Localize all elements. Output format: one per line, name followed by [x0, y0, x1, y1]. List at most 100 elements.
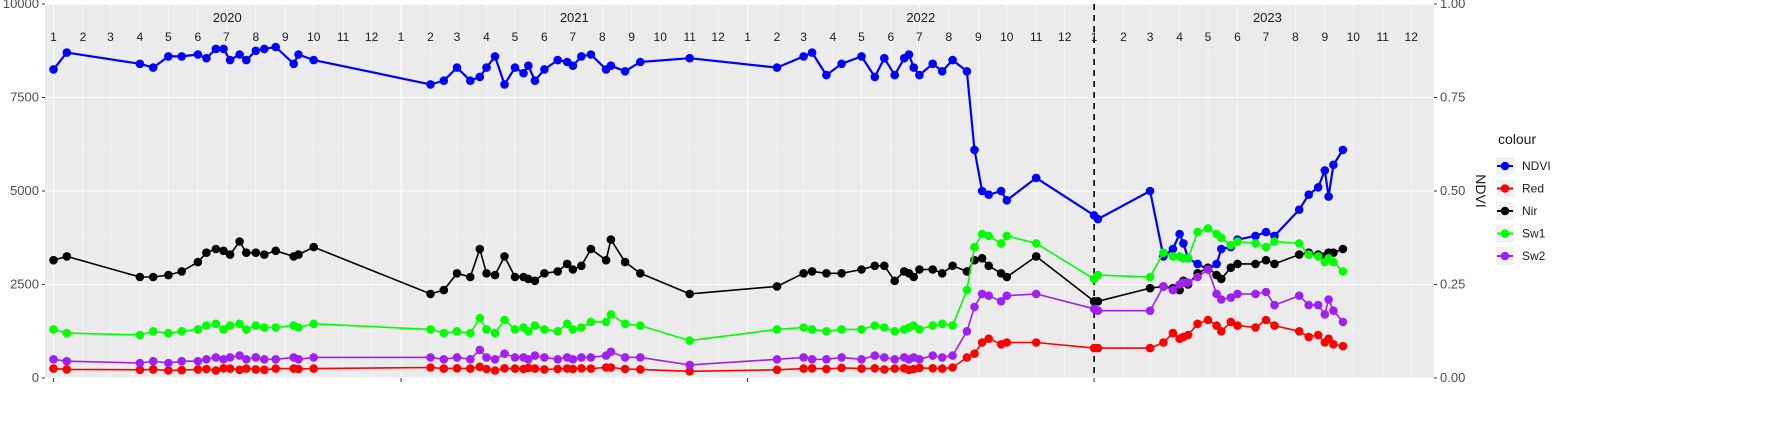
month-label: 7	[1263, 30, 1270, 44]
data-point-ndvi	[1324, 192, 1333, 201]
data-point-nir	[1217, 274, 1226, 284]
month-label: 4	[483, 30, 490, 44]
data-point-nir	[251, 248, 261, 257]
year-label-2020: 2020	[213, 10, 242, 25]
data-point-ndvi	[996, 186, 1006, 196]
data-point-sw1	[219, 325, 228, 334]
data-point-red	[928, 364, 937, 373]
data-point-sw1	[977, 229, 987, 239]
data-point-red	[211, 366, 221, 375]
data-point-sw2	[164, 358, 173, 368]
legend-item-sw2: Sw2	[1496, 247, 1546, 265]
data-point-sw1	[915, 325, 924, 334]
legend-label-ndvi: NDVI	[1522, 159, 1551, 173]
data-point-red	[880, 365, 889, 374]
data-point-ndvi	[211, 44, 221, 54]
data-point-sw2	[309, 353, 319, 362]
data-point-ndvi	[62, 48, 72, 57]
data-point-nir	[636, 269, 645, 278]
data-point-red	[620, 364, 630, 374]
data-point-red	[510, 364, 520, 373]
data-point-ndvi	[225, 55, 235, 65]
data-point-sw2	[148, 356, 158, 366]
data-point-sw1	[799, 323, 808, 332]
month-label: 4	[830, 30, 837, 44]
data-point-ndvi	[519, 68, 528, 78]
series-red	[49, 315, 1348, 376]
data-point-nir	[553, 267, 562, 276]
data-point-sw1	[294, 323, 303, 332]
data-point-sw2	[1031, 289, 1041, 299]
data-point-ndvi	[928, 59, 937, 69]
data-point-nir	[62, 252, 72, 261]
data-point-sw2	[636, 353, 645, 362]
y-left-tick-label: 0	[32, 370, 39, 385]
data-point-sw1	[251, 321, 261, 330]
data-point-sw2	[1183, 278, 1193, 287]
data-point-sw1	[1338, 267, 1348, 276]
data-point-red	[1226, 317, 1236, 327]
legend-key-point-sw2	[1500, 251, 1510, 261]
data-point-sw1	[1329, 257, 1338, 267]
month-label: 2	[80, 30, 87, 44]
data-point-nir	[807, 267, 817, 276]
legend-label-nir: Nir	[1522, 204, 1537, 218]
data-point-sw1	[870, 321, 880, 330]
data-point-ndvi	[500, 80, 509, 89]
data-point-sw1	[948, 321, 957, 330]
data-point-sw1	[452, 327, 462, 336]
data-point-nir	[890, 276, 899, 286]
data-point-ndvi	[553, 55, 562, 65]
data-point-ndvi	[1313, 183, 1323, 192]
data-point-sw2	[242, 355, 251, 364]
grid-lines	[45, 3, 1434, 379]
data-point-sw1	[260, 323, 269, 332]
data-point-red	[540, 365, 549, 374]
data-point-sw1	[1304, 250, 1313, 259]
data-point-ndvi	[977, 186, 987, 196]
data-point-sw1	[1093, 270, 1103, 280]
data-point-ndvi	[193, 50, 203, 59]
data-point-ndvi	[202, 53, 211, 63]
data-point-red	[271, 364, 281, 373]
month-label: 1	[50, 30, 57, 44]
data-point-red	[62, 365, 72, 374]
data-point-sw2	[915, 355, 924, 364]
data-point-red	[219, 364, 228, 373]
data-point-sw2	[1203, 265, 1213, 274]
data-point-sw2	[135, 358, 145, 368]
data-point-ndvi	[475, 72, 485, 82]
data-point-sw1	[466, 328, 475, 338]
data-point-red	[685, 367, 694, 376]
month-label: 4	[1176, 30, 1183, 44]
data-point-sw1	[530, 321, 540, 330]
month-label: 12	[711, 30, 725, 44]
data-point-sw2	[510, 353, 520, 362]
data-point-sw2	[857, 355, 866, 364]
data-point-red	[452, 364, 462, 373]
data-point-sw1	[1270, 237, 1279, 246]
data-point-sw2	[530, 351, 540, 360]
data-point-red	[1203, 315, 1213, 325]
data-point-nir	[540, 269, 549, 278]
data-point-red	[242, 364, 251, 373]
month-label: 12	[1405, 30, 1419, 44]
data-point-nir	[562, 259, 572, 269]
data-point-sw1	[271, 323, 281, 332]
data-point-nir	[49, 255, 58, 265]
data-point-nir	[568, 265, 578, 274]
legend-key-point-nir	[1500, 206, 1510, 216]
data-point-red	[1145, 343, 1155, 353]
data-point-ndvi	[1320, 166, 1330, 175]
month-label: 5	[512, 30, 519, 44]
data-point-sw1	[510, 325, 520, 334]
month-label: 5	[858, 30, 865, 44]
data-point-ndvi	[822, 70, 831, 80]
data-point-sw1	[309, 319, 319, 329]
data-point-sw1	[996, 239, 1006, 248]
data-point-sw1	[177, 327, 186, 336]
data-point-red	[135, 365, 145, 375]
data-point-red	[251, 365, 261, 374]
data-point-nir	[948, 261, 957, 271]
data-point-sw2	[1226, 293, 1236, 302]
